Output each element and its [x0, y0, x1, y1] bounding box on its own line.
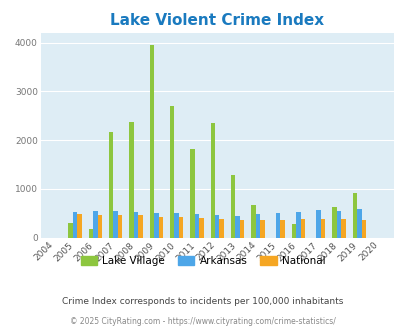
Bar — [178, 217, 183, 238]
Bar — [356, 209, 361, 238]
Bar — [210, 123, 215, 238]
Bar — [215, 215, 219, 238]
Text: Crime Index corresponds to incidents per 100,000 inhabitants: Crime Index corresponds to incidents per… — [62, 297, 343, 307]
Title: Lake Violent Crime Index: Lake Violent Crime Index — [110, 13, 324, 28]
Bar — [170, 106, 174, 238]
Bar — [239, 219, 244, 238]
Bar — [93, 211, 98, 238]
Bar — [138, 215, 142, 238]
Bar — [336, 211, 341, 238]
Bar — [113, 211, 118, 238]
Bar — [275, 213, 279, 238]
Bar — [259, 219, 264, 238]
Bar — [291, 224, 295, 238]
Bar — [352, 193, 356, 238]
Bar — [219, 218, 224, 238]
Bar — [154, 213, 158, 238]
Bar — [255, 214, 260, 238]
Bar — [361, 219, 365, 238]
Bar — [158, 217, 162, 238]
Bar — [199, 218, 203, 238]
Bar — [230, 175, 234, 238]
Bar — [279, 219, 284, 238]
Bar — [316, 210, 320, 238]
Bar — [73, 212, 77, 238]
Legend: Lake Village, Arkansas, National: Lake Village, Arkansas, National — [76, 252, 329, 270]
Bar — [235, 216, 239, 238]
Bar — [77, 214, 81, 238]
Text: © 2025 CityRating.com - https://www.cityrating.com/crime-statistics/: © 2025 CityRating.com - https://www.city… — [70, 317, 335, 326]
Bar — [129, 122, 134, 238]
Bar — [296, 212, 300, 238]
Bar — [98, 215, 102, 238]
Bar — [320, 218, 325, 238]
Bar — [118, 215, 122, 238]
Bar — [340, 219, 345, 238]
Bar — [149, 45, 154, 238]
Bar — [331, 207, 336, 238]
Bar — [250, 205, 255, 238]
Bar — [194, 214, 199, 238]
Bar — [88, 229, 93, 238]
Bar — [300, 218, 305, 238]
Bar — [190, 149, 194, 238]
Bar — [68, 223, 73, 238]
Bar — [134, 212, 138, 238]
Bar — [174, 213, 178, 238]
Bar — [109, 132, 113, 238]
